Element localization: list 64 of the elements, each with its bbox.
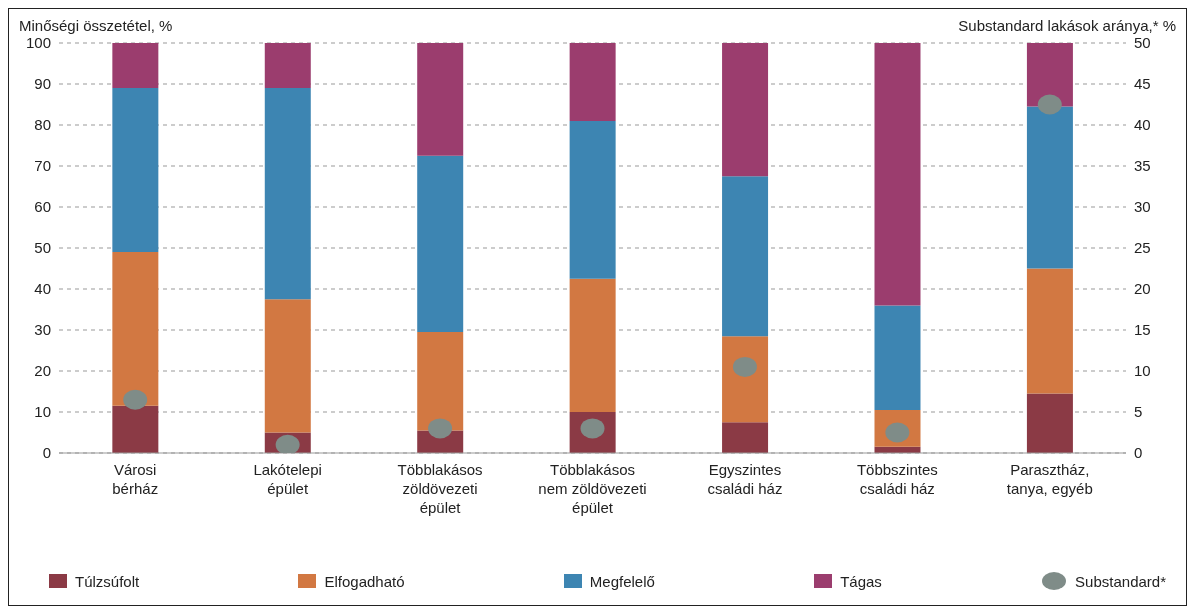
y2-tick-label: 35 — [1134, 157, 1151, 175]
legend-label: Túlzsúfolt — [75, 572, 140, 590]
bar — [1026, 43, 1073, 107]
bar — [264, 88, 311, 300]
x-tick-label: Parasztház, tanya, egyéb — [1006, 461, 1093, 497]
y2-tick-label: 0 — [1134, 444, 1143, 462]
bar — [569, 43, 616, 121]
y2-tick-label: 15 — [1134, 321, 1151, 339]
bar — [264, 43, 311, 89]
bar — [417, 43, 464, 156]
y2-tick-label: 50 — [1134, 34, 1151, 52]
legend-label: Tágas — [840, 572, 882, 590]
y-axis-title: Minőségi összetétel, % — [19, 17, 173, 34]
point — [428, 418, 453, 439]
point — [732, 356, 757, 377]
bar — [569, 278, 616, 412]
bar — [417, 332, 464, 431]
y2-tick-label: 45 — [1134, 75, 1151, 93]
bar — [112, 43, 159, 89]
y2-tick-label: 40 — [1134, 116, 1151, 134]
bar — [1026, 393, 1073, 453]
point — [275, 434, 300, 453]
bar — [264, 299, 311, 433]
x-tick-label: Egyszintes családi ház — [707, 461, 783, 497]
y2-tick-label: 25 — [1134, 239, 1151, 257]
legend-label: Substandard* — [1075, 572, 1166, 590]
y-tick-label: 100 — [25, 34, 51, 52]
x-tick-label: Többlakásos zöldövezeti épület — [397, 461, 483, 516]
bar — [569, 120, 616, 279]
y2-axis-title: Substandard lakások aránya,* % — [958, 17, 1176, 34]
y-tick-label: 60 — [34, 198, 51, 216]
bar — [112, 252, 159, 406]
bar — [1026, 268, 1073, 394]
bar — [1026, 106, 1073, 269]
point — [1037, 94, 1062, 115]
bar — [722, 422, 769, 453]
y2-tick-label: 20 — [1134, 280, 1151, 298]
bar — [112, 405, 159, 453]
bar — [722, 336, 769, 423]
y-tick-label: 90 — [34, 75, 51, 93]
bar — [722, 176, 769, 337]
y-tick-label: 50 — [34, 239, 51, 257]
y2-tick-label: 10 — [1134, 362, 1151, 380]
x-tick-label: Lakótelepi épület — [253, 461, 322, 497]
y2-tick-label: 30 — [1134, 198, 1151, 216]
y-tick-label: 0 — [42, 444, 51, 462]
y-tick-label: 10 — [34, 403, 51, 421]
y2-tick-label: 5 — [1134, 403, 1143, 421]
x-tick-label: Városi bérház — [112, 461, 159, 497]
bar — [417, 155, 464, 333]
legend-label: Elfogadható — [324, 572, 405, 590]
x-tick-label: Többlakásos nem zöldövezeti épület — [538, 461, 647, 516]
y-tick-label: 80 — [34, 116, 51, 134]
bar — [874, 43, 921, 306]
y-tick-label: 20 — [34, 362, 51, 380]
legend-label: Megfelelő — [589, 572, 655, 590]
point — [123, 389, 148, 410]
bar — [112, 88, 159, 253]
x-tick-label: Többszintes családi ház — [856, 461, 938, 497]
y-tick-label: 30 — [34, 321, 51, 339]
y-tick-label: 40 — [34, 280, 51, 298]
bar — [874, 305, 921, 410]
bar — [722, 43, 769, 177]
y-tick-label: 70 — [34, 157, 51, 175]
